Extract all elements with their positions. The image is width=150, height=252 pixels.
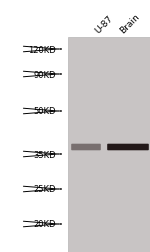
Text: 90KD: 90KD bbox=[33, 70, 56, 79]
Text: U-87: U-87 bbox=[93, 14, 114, 35]
Text: 35KD: 35KD bbox=[33, 150, 56, 159]
Text: Brain: Brain bbox=[118, 12, 141, 35]
Bar bbox=[68, 38, 150, 252]
Text: 25KD: 25KD bbox=[33, 185, 56, 194]
Text: 50KD: 50KD bbox=[33, 107, 56, 116]
Text: 120KD: 120KD bbox=[28, 45, 56, 54]
Text: 20KD: 20KD bbox=[33, 220, 56, 229]
FancyBboxPatch shape bbox=[107, 144, 149, 151]
FancyBboxPatch shape bbox=[71, 144, 101, 151]
